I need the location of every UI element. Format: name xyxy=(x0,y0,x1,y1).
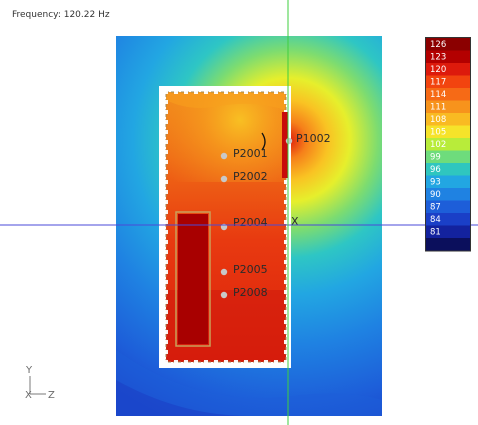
legend-swatch xyxy=(426,88,470,101)
legend-swatch xyxy=(426,238,470,251)
frequency-label: Frequency: 120.22 Hz xyxy=(12,10,110,20)
legend-value: 126 xyxy=(430,40,446,50)
legend-swatch xyxy=(426,188,470,201)
legend-swatch xyxy=(426,38,470,51)
sound-source xyxy=(282,112,288,178)
axis-triad: Y X Z xyxy=(25,365,55,401)
legend-value: 81 xyxy=(430,228,441,238)
axis-z-label: Z xyxy=(48,390,55,401)
legend-value: 87 xyxy=(430,203,441,213)
legend-value: 93 xyxy=(430,178,441,188)
probe-label-p2002[interactable]: P2002 xyxy=(233,170,268,183)
legend-swatch xyxy=(426,213,470,226)
legend-value: 120 xyxy=(430,65,446,75)
axis-x-label: X xyxy=(25,390,32,401)
legend-value: 96 xyxy=(430,165,441,175)
source-marker: X xyxy=(291,215,299,228)
legend-swatch xyxy=(426,75,470,88)
legend-swatch xyxy=(426,163,470,176)
red-zone xyxy=(178,214,208,344)
legend-swatch xyxy=(426,200,470,213)
legend-value: 123 xyxy=(430,53,446,63)
legend-swatch xyxy=(426,150,470,163)
legend-swatch xyxy=(426,125,470,138)
legend-swatch xyxy=(426,100,470,113)
probe-label-p2001[interactable]: P2001 xyxy=(233,147,268,160)
legend-value: 102 xyxy=(430,140,446,150)
color-legend: 126 123 120 117 114 111 108 105 102 99 96 93 90 87 84 8… xyxy=(425,37,471,252)
legend-value: 84 xyxy=(430,215,441,225)
probe-label-p2004[interactable]: P2004 xyxy=(233,216,268,229)
legend-value: 117 xyxy=(430,78,446,88)
source-bracket xyxy=(261,132,266,151)
inner-room-outline xyxy=(175,211,211,347)
legend-swatch xyxy=(426,138,470,151)
legend-value: 90 xyxy=(430,190,441,200)
legend-swatch xyxy=(426,63,470,76)
building-interior xyxy=(164,90,288,364)
legend-value: 105 xyxy=(430,128,446,138)
probe-label-p2008[interactable]: P2008 xyxy=(233,286,268,299)
legend-swatch xyxy=(426,113,470,126)
probe-label-p2005[interactable]: P2005 xyxy=(233,263,268,276)
legend-value: 114 xyxy=(430,90,446,100)
legend-value: 99 xyxy=(430,153,441,163)
legend-swatch xyxy=(426,225,470,238)
axis-y-label: Y xyxy=(25,365,33,376)
legend-swatch xyxy=(426,175,470,188)
legend-value: 111 xyxy=(430,103,446,113)
legend-swatch xyxy=(426,50,470,63)
legend-value: 108 xyxy=(430,115,446,125)
probe-label-p1002[interactable]: P1002 xyxy=(296,132,331,145)
